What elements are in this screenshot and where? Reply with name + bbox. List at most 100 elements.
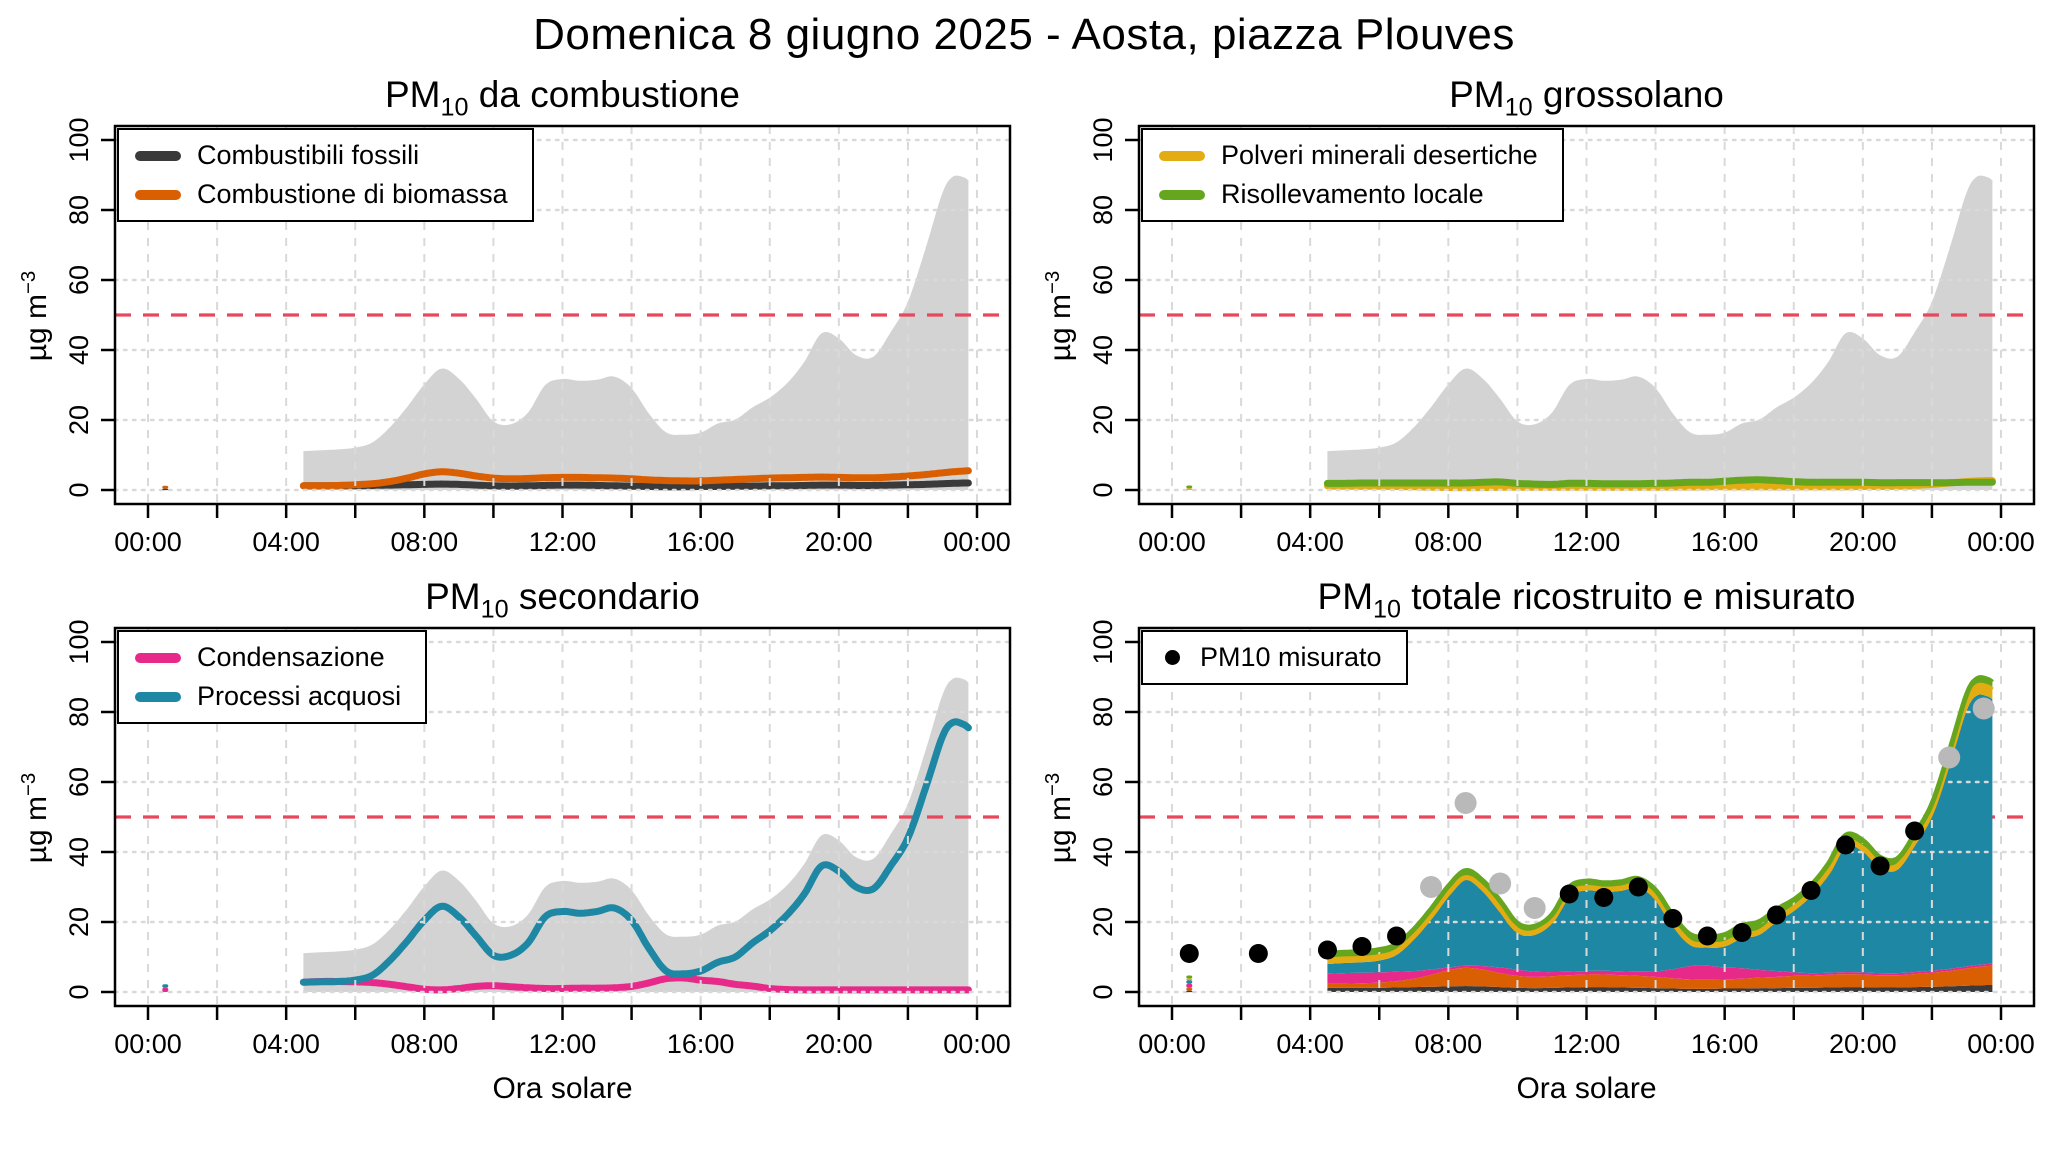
title-rest: totale ricostruito e misurato bbox=[1401, 576, 1856, 617]
title-sub: 10 bbox=[1504, 93, 1533, 122]
panel-totale: PM10 totale ricostruito e misurato µg m−… bbox=[1024, 570, 2048, 1112]
title-sub: 10 bbox=[1373, 595, 1401, 624]
total-envelope-area bbox=[303, 677, 969, 992]
x-tick-label: 08:00 bbox=[391, 527, 459, 557]
series-line-acquosi bbox=[299, 718, 972, 986]
legend-secondario: Condensazione Processi acquosi bbox=[117, 630, 428, 724]
panel-secondario: PM10 secondario µg m−3 00:00 04:00 08:00 12… bbox=[0, 570, 1024, 1112]
panel-title-combustione: PM10 da combustione bbox=[115, 72, 1010, 120]
legend-item: Polveri minerali desertiche bbox=[1159, 140, 1538, 171]
legend-swatch-biomassa bbox=[135, 189, 181, 200]
x-tick-label: 20:00 bbox=[805, 1029, 873, 1059]
plot-area-totale: µg m−3 00:00 04:00 08:00 12:00 16:00 20:00 00:… bbox=[1024, 620, 2048, 1072]
plot-border bbox=[113, 124, 1012, 506]
x-tick-label: 08:00 bbox=[1415, 527, 1483, 557]
legend-label: Combustione di biomassa bbox=[197, 179, 508, 209]
title-rest: grossolano bbox=[1532, 74, 1724, 115]
stack-area-biomassa bbox=[1327, 965, 1993, 989]
plot-area-combustione: µg m−3 00:00 04:00 08:00 12:00 16:00 20:00 00:… bbox=[0, 118, 1024, 570]
y-tick-label: 40 bbox=[1088, 837, 1118, 867]
x-tick-label: 00:00 bbox=[1138, 527, 1206, 557]
legend-swatch-misurato bbox=[1165, 650, 1180, 665]
legend-item: Combustibili fossili bbox=[135, 140, 508, 171]
y-tick-label: 100 bbox=[1088, 118, 1118, 163]
y-tick-label: 0 bbox=[64, 482, 94, 497]
legend-label: PM10 misurato bbox=[1200, 642, 1382, 672]
legend-item: Risollevamento locale bbox=[1159, 179, 1538, 210]
y-tick-label: 100 bbox=[1088, 620, 1118, 665]
x-axis-label: Ora solare bbox=[492, 1072, 633, 1105]
panel-combustione: PM10 da combustione µg m−3 00:00 04:00 08:… bbox=[0, 68, 1024, 570]
measured-dot-flagged bbox=[1489, 872, 1512, 895]
legend-label: Condensazione bbox=[197, 642, 385, 672]
y-tick-label: 100 bbox=[64, 620, 94, 665]
x-tick-label: 04:00 bbox=[252, 527, 320, 557]
plot-border bbox=[1137, 124, 2036, 506]
x-tick-label: 00:00 bbox=[943, 527, 1011, 557]
x-tick-label: 08:00 bbox=[391, 1029, 459, 1059]
x-tick-label: 04:00 bbox=[1276, 1029, 1344, 1059]
measured-dot bbox=[1905, 821, 1925, 841]
x-tick-label: 20:00 bbox=[1829, 1029, 1897, 1059]
measured-dot bbox=[1559, 884, 1579, 904]
x-tick-label: 00:00 bbox=[1967, 1029, 2035, 1059]
measured-dot bbox=[1766, 905, 1786, 925]
y-tick-label: 60 bbox=[64, 767, 94, 797]
y-tick-label: 60 bbox=[1088, 767, 1118, 797]
legend-totale: PM10 misurato bbox=[1141, 630, 1408, 685]
measured-dot-flagged bbox=[1454, 792, 1477, 814]
title-sub: 10 bbox=[480, 595, 509, 624]
legend-label: Combustibili fossili bbox=[197, 140, 420, 170]
legend-label: Processi acquosi bbox=[197, 681, 402, 711]
x-tick-label: 08:00 bbox=[1415, 1029, 1483, 1059]
y-tick-label: 60 bbox=[64, 265, 94, 295]
title-pm: PM bbox=[425, 576, 481, 617]
x-tick-label: 12:00 bbox=[1553, 1029, 1621, 1059]
axes: 00:00 04:00 08:00 12:00 16:00 20:00 00:00 0 20 40… bbox=[1088, 118, 2035, 557]
axes: 00:00 04:00 08:00 12:00 16:00 20:00 00:00 0 20 40… bbox=[1088, 620, 2035, 1059]
title-rest: da combustione bbox=[468, 74, 740, 115]
y-tick-label: 40 bbox=[64, 335, 94, 365]
stack-area-acquosi bbox=[1327, 694, 1993, 974]
total-envelope-area bbox=[1327, 175, 1993, 490]
measured-dot bbox=[1594, 888, 1614, 907]
legend-label: Polveri minerali desertiche bbox=[1221, 140, 1538, 170]
measured-dot bbox=[1663, 909, 1683, 928]
early-point-mark bbox=[162, 984, 169, 992]
measured-dot-flagged bbox=[1938, 746, 1961, 769]
measured-dot-flagged bbox=[1972, 697, 1995, 720]
measured-dot bbox=[1697, 926, 1717, 946]
measured-dot bbox=[1836, 835, 1856, 855]
measured-dot bbox=[1628, 877, 1648, 897]
panel-title-secondario: PM10 secondario bbox=[115, 574, 1010, 624]
total-envelope-area bbox=[303, 175, 969, 490]
y-tick-label: 100 bbox=[64, 118, 94, 163]
y-tick-label: 80 bbox=[1088, 195, 1118, 225]
series-line-risollevamento bbox=[1323, 476, 1996, 488]
x-tick-label: 16:00 bbox=[667, 527, 735, 557]
x-tick-label: 04:00 bbox=[1276, 527, 1344, 557]
plot-border bbox=[1137, 626, 2036, 1008]
legend-swatch-fossili bbox=[135, 150, 181, 161]
panel-grid: PM10 da combustione µg m−3 00:00 04:00 08:… bbox=[0, 68, 2048, 1112]
legend-item: Processi acquosi bbox=[135, 681, 401, 712]
legend-swatch-risollevamento bbox=[1159, 189, 1205, 200]
plot-area-grossolano: µg m−3 00:00 04:00 08:00 12:00 16:00 20:00 00:… bbox=[1024, 118, 2048, 570]
x-tick-label: 00:00 bbox=[1967, 527, 2035, 557]
stack-area-condensazione bbox=[1327, 963, 1993, 984]
x-axis-label: Ora solare bbox=[1516, 1072, 1657, 1105]
chart-canvas-totale: 00:00 04:00 08:00 12:00 16:00 20:00 00:00 0 20 40… bbox=[1088, 620, 2036, 1059]
y-tick-label: 0 bbox=[1088, 984, 1118, 999]
y-tick-label: 60 bbox=[1088, 265, 1118, 295]
x-tick-label: 12:00 bbox=[529, 527, 597, 557]
legend-item: Combustione di biomassa bbox=[135, 179, 508, 210]
x-tick-label: 12:00 bbox=[529, 1029, 597, 1059]
title-rest: secondario bbox=[508, 576, 700, 617]
y-tick-label: 80 bbox=[64, 697, 94, 727]
grid bbox=[113, 126, 1012, 504]
axes: 00:00 04:00 08:00 12:00 16:00 20:00 00:00 0 20 40… bbox=[64, 118, 1011, 557]
main-title: Domenica 8 giugno 2025 - Aosta, piazza P… bbox=[533, 10, 1515, 59]
y-tick-label: 40 bbox=[1088, 335, 1118, 365]
axes: 00:00 04:00 08:00 12:00 16:00 20:00 00:00 0 20 40… bbox=[64, 620, 1011, 1059]
x-tick-label: 20:00 bbox=[1829, 527, 1897, 557]
